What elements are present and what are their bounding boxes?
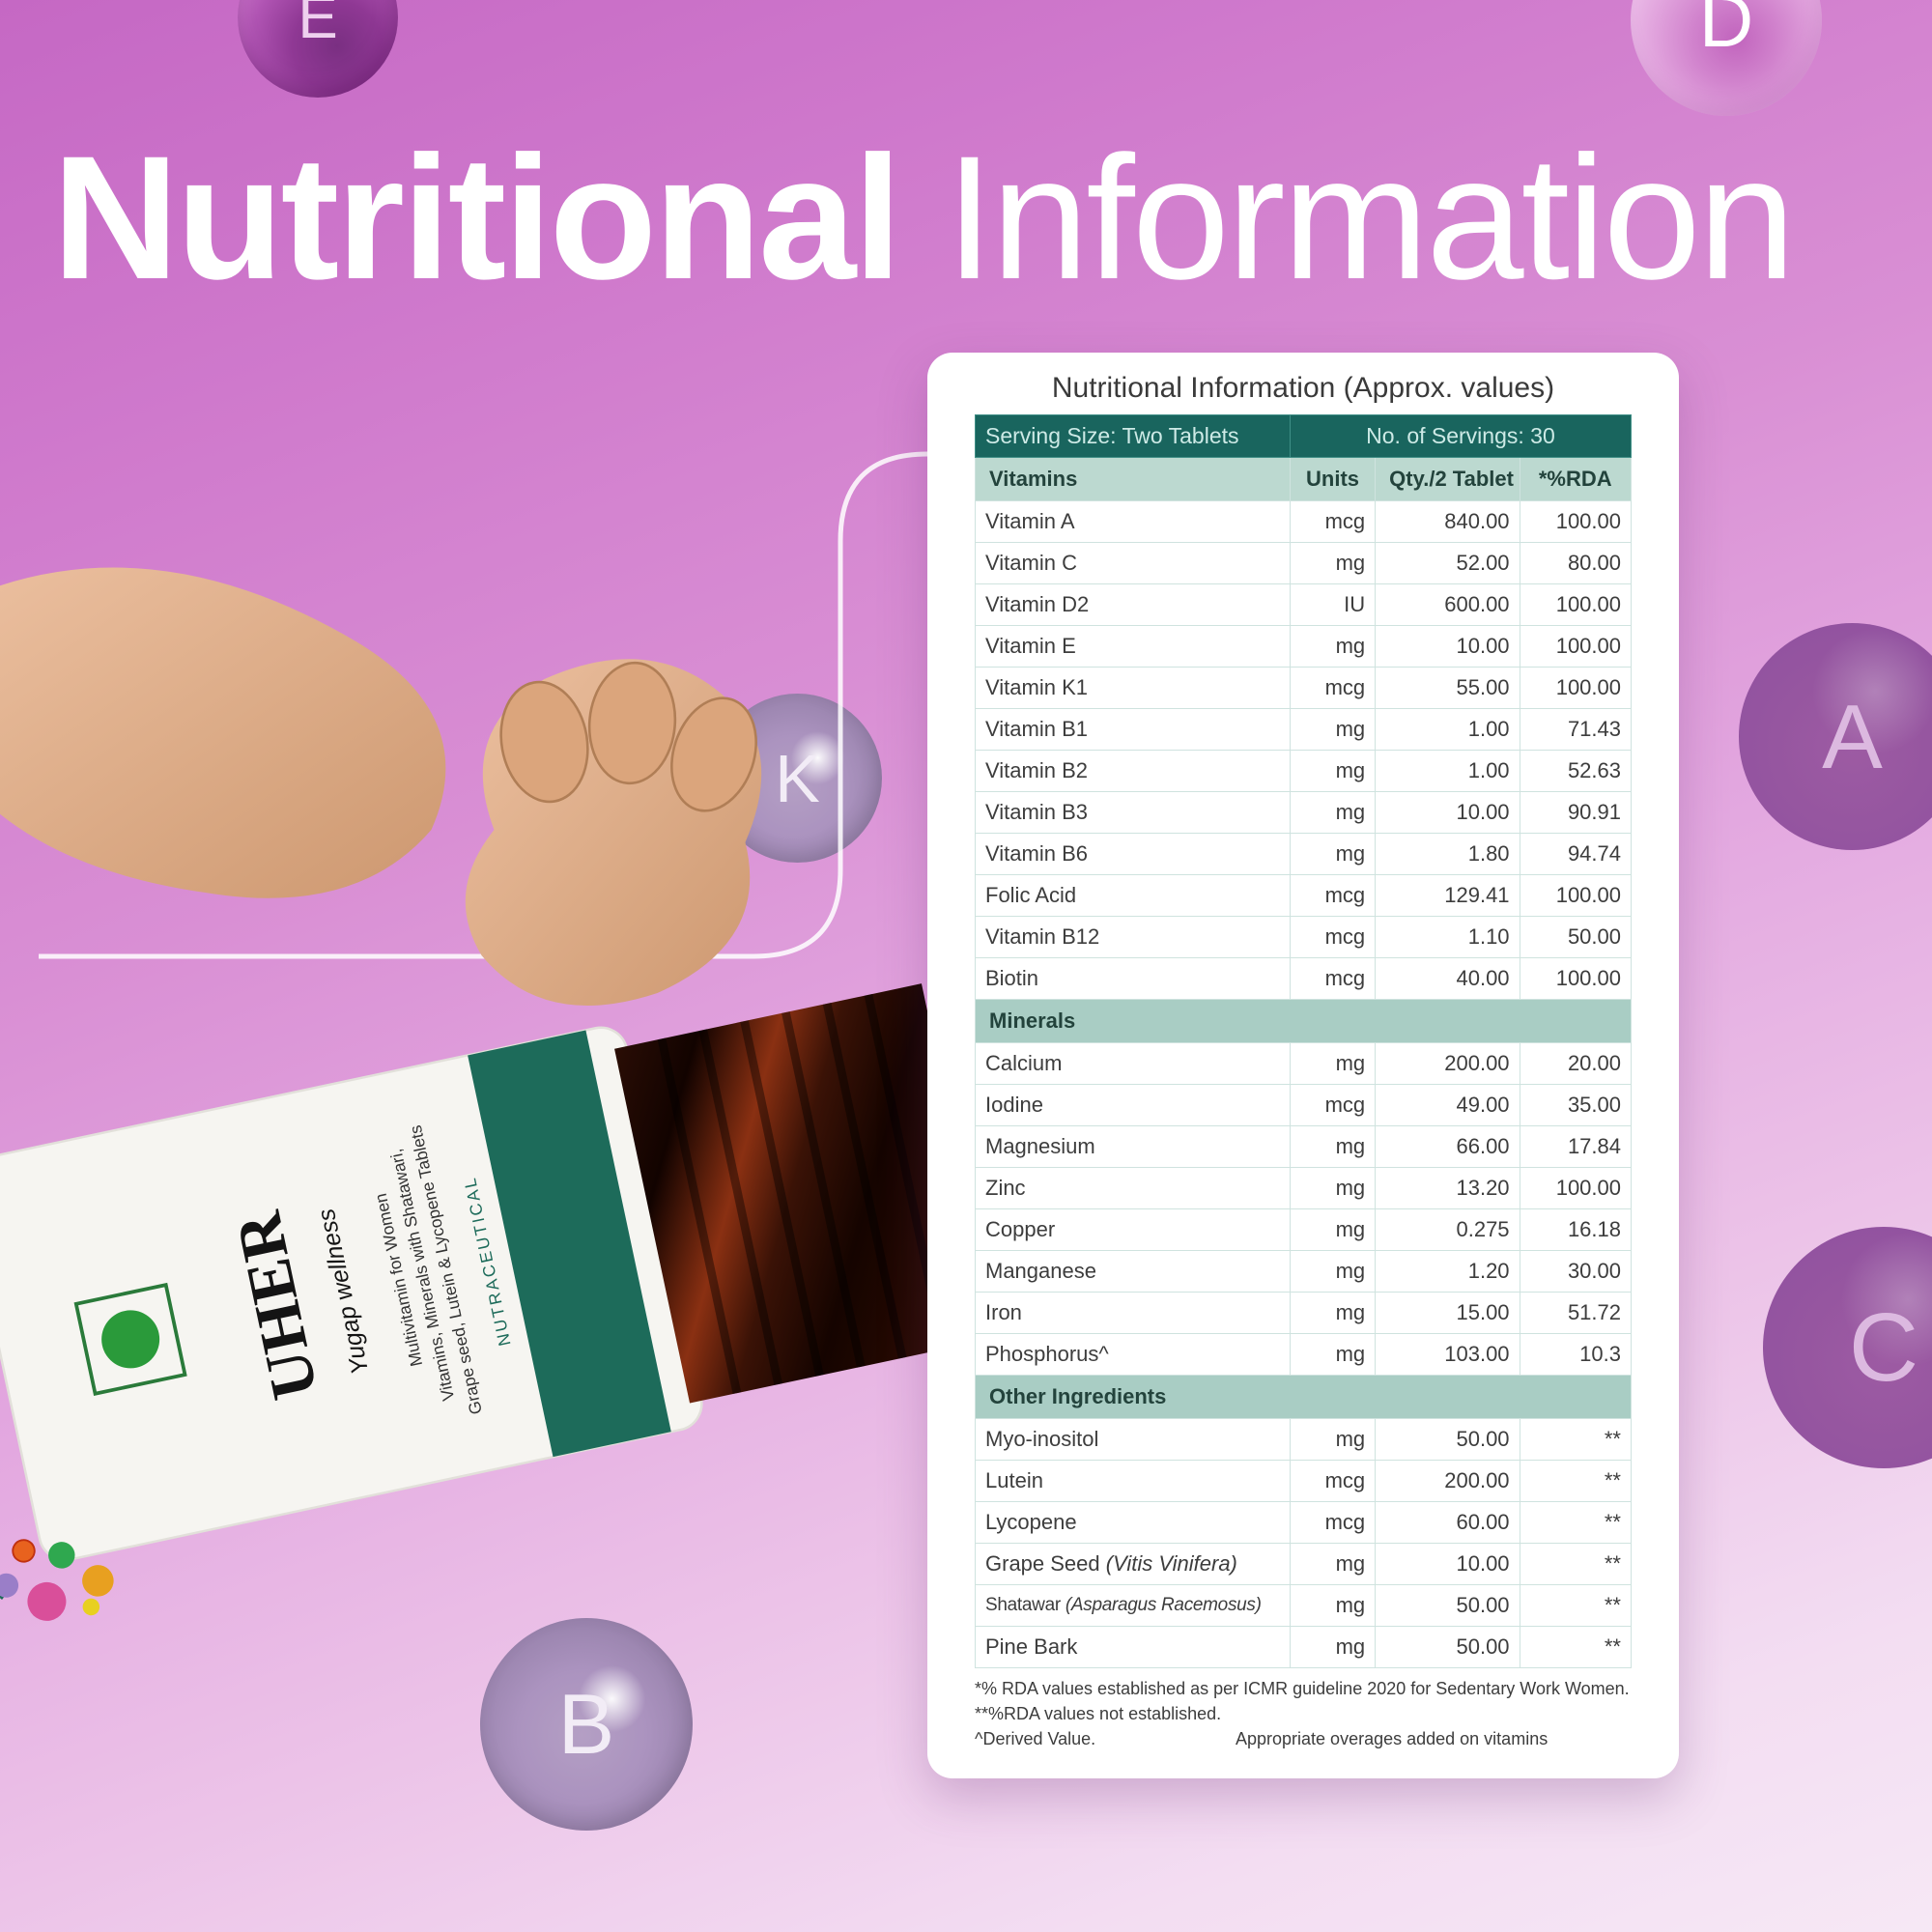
svg-text:UHER: UHER <box>221 1205 331 1406</box>
svg-text:Multivitamin for Women: Multivitamin for Women <box>371 1192 427 1369</box>
svg-text:Vitamins, Minerals with Shataw: Vitamins, Minerals with Shatawari, <box>385 1147 458 1403</box>
svg-text:Yugap wellness: Yugap wellness <box>313 1207 375 1377</box>
svg-text:NUTRACEUTICAL: NUTRACEUTICAL <box>460 1175 515 1349</box>
svg-text:Grape seed, Lutein & Lycopene: Grape seed, Lutein & Lycopene Tablets <box>406 1123 486 1416</box>
